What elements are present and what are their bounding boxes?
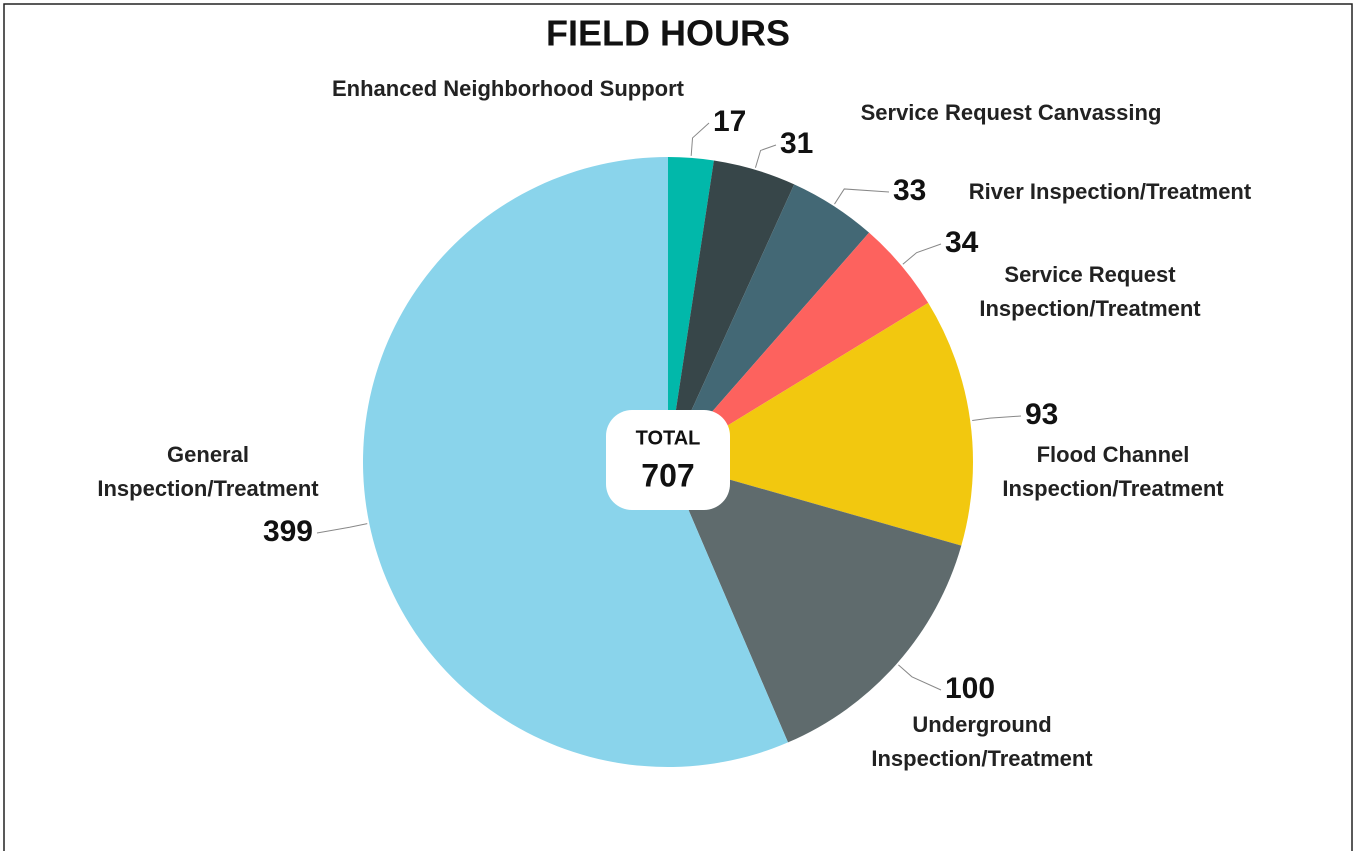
category-label: Underground Inspection/Treatment: [871, 712, 1093, 771]
leader-line: [316, 523, 368, 534]
value-label: 34: [945, 226, 979, 259]
pie-slice: [668, 160, 795, 463]
value-label: 17: [713, 105, 746, 138]
value-label: 93: [1025, 398, 1058, 431]
category-label: Service Request Canvassing: [860, 100, 1162, 125]
leader-line: [972, 415, 1022, 422]
value-label: 100: [945, 672, 995, 705]
chart-title: FIELD HOURS: [546, 13, 790, 54]
category-label: Flood Channel Inspection/Treatment: [1002, 442, 1224, 501]
total-label: TOTAL: [636, 427, 701, 449]
total-value: 707: [641, 457, 694, 493]
total-box: [606, 410, 730, 510]
category-label: General Inspection/Treatment: [97, 442, 319, 501]
pie-slice: [668, 184, 870, 462]
leader-line: [834, 188, 890, 205]
frame: [3, 3, 1353, 851]
pie-slice: [668, 157, 714, 462]
leader-line: [902, 243, 942, 265]
category-label: River Inspection/Treatment: [968, 179, 1252, 204]
leader-line: [754, 144, 777, 168]
pie-slice: [668, 462, 962, 743]
leader-line: [690, 122, 710, 156]
value-label: 399: [263, 515, 313, 548]
pie-slice: [363, 157, 788, 767]
pie-slice: [668, 302, 974, 546]
leader-line: [898, 664, 942, 691]
value-label: 33: [893, 174, 926, 207]
category-label: Service Request Inspection/Treatment: [979, 262, 1201, 321]
value-label: 31: [780, 127, 813, 160]
pie-slice: [668, 232, 929, 462]
category-label: Enhanced Neighborhood Support: [332, 76, 684, 101]
